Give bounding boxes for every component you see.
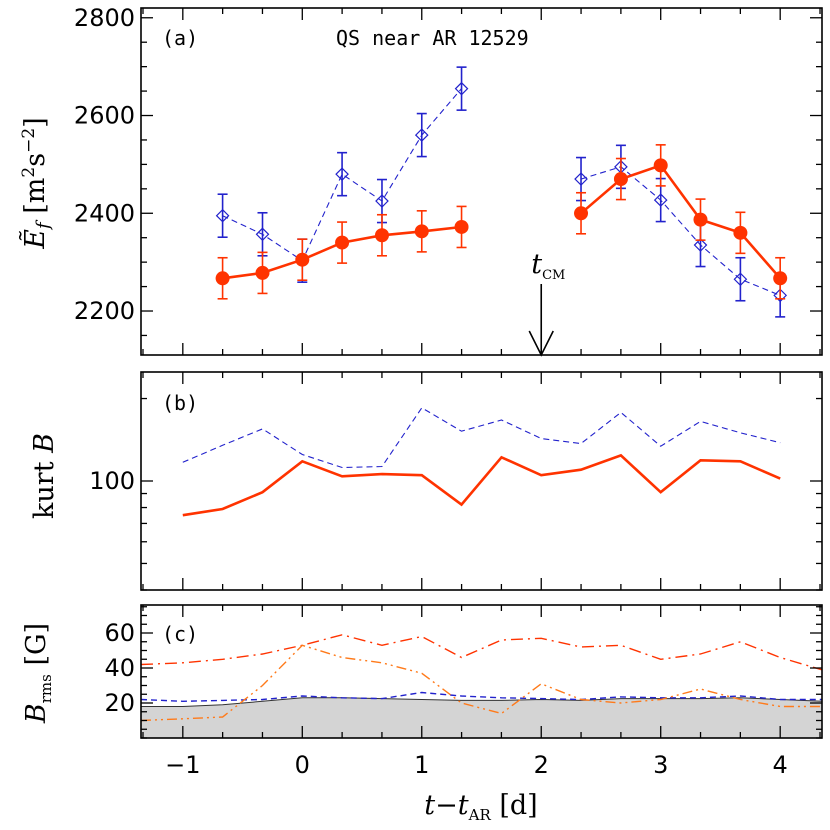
data-point-diamond <box>733 272 748 287</box>
panel-label-c: (c) <box>162 622 198 646</box>
x-tick-label: 4 <box>773 751 788 779</box>
plot-frame <box>140 7 823 356</box>
x-tick-label: −1 <box>165 751 200 779</box>
y-axis-title-a: Ẽf [m2s−2] <box>18 117 54 249</box>
panel-label-b: (b) <box>162 391 198 415</box>
data-point-circle <box>454 219 469 234</box>
data-point-diamond <box>773 288 788 303</box>
y-tick-label: 60 <box>104 619 135 647</box>
panel-c-series <box>141 634 822 738</box>
data-point-circle <box>653 158 668 173</box>
data-point-diamond <box>454 81 469 96</box>
panel-a-series <box>215 66 788 318</box>
data-point-circle <box>613 172 628 187</box>
x-tick-label: 1 <box>414 751 429 779</box>
data-point-diamond <box>693 238 708 252</box>
panel-a: 2200 2400 2600 2800 (a) QS near AR 12529 tCM Ẽ… <box>18 4 823 357</box>
data-point-diamond <box>653 193 668 207</box>
y-axis-title-c: Brms [G] <box>21 623 55 724</box>
data-point-circle <box>414 224 429 239</box>
y-axis-title-b: kurt B <box>29 433 60 519</box>
panel-b: 100 (b) kurt B <box>29 371 823 591</box>
series-gray-area <box>141 697 822 738</box>
tcm-annotation: tCM <box>531 249 565 283</box>
y-tick-label: 2800 <box>74 4 135 32</box>
series-blue-line <box>182 407 781 469</box>
y-tick-label: 2600 <box>74 102 135 130</box>
panel-c: −1 0 1 2 3 4 20 40 60 (c) Brms [G] t−tAR [d] <box>21 604 823 824</box>
series-red-line <box>580 163 782 280</box>
y-tick-label: 100 <box>89 467 135 495</box>
data-point-diamond <box>335 167 349 182</box>
data-point-circle <box>255 265 270 280</box>
x-axis-title: t−tAR [d] <box>424 790 537 824</box>
data-point-circle <box>335 235 350 250</box>
y-tick-label: 40 <box>104 654 135 682</box>
y-tick-label: 2200 <box>74 297 135 325</box>
series-red-line <box>182 453 781 517</box>
x-tick-label: 3 <box>653 751 668 779</box>
data-point-diamond <box>255 227 270 242</box>
data-point-circle <box>574 206 589 221</box>
y-tick-label: 20 <box>104 689 135 717</box>
data-point-circle <box>693 212 708 227</box>
plot-frame <box>140 604 823 739</box>
series-dash-dot-red <box>141 634 822 671</box>
data-point-circle <box>733 225 748 240</box>
series-gray-edge <box>141 697 822 707</box>
series-dash-dot-dot-orange <box>141 644 822 722</box>
x-tick-label: 0 <box>295 751 310 779</box>
series-dashed-blue <box>141 691 822 703</box>
data-point-diamond <box>375 194 389 208</box>
series-blue-line <box>580 166 781 296</box>
tcm-arrow-head <box>528 330 554 357</box>
data-point-circle <box>295 252 310 267</box>
data-point-diamond <box>414 128 429 142</box>
data-point-circle <box>773 271 788 286</box>
panel-label-a: (a) <box>162 26 198 50</box>
x-tick-label: 2 <box>534 751 549 779</box>
panel-a-title: QS near AR 12529 <box>336 26 529 50</box>
y-tick-label: 2400 <box>74 199 135 227</box>
data-point-diamond <box>574 172 588 186</box>
data-point-diamond <box>215 208 230 223</box>
data-point-circle <box>374 228 389 243</box>
data-point-circle <box>215 271 230 286</box>
